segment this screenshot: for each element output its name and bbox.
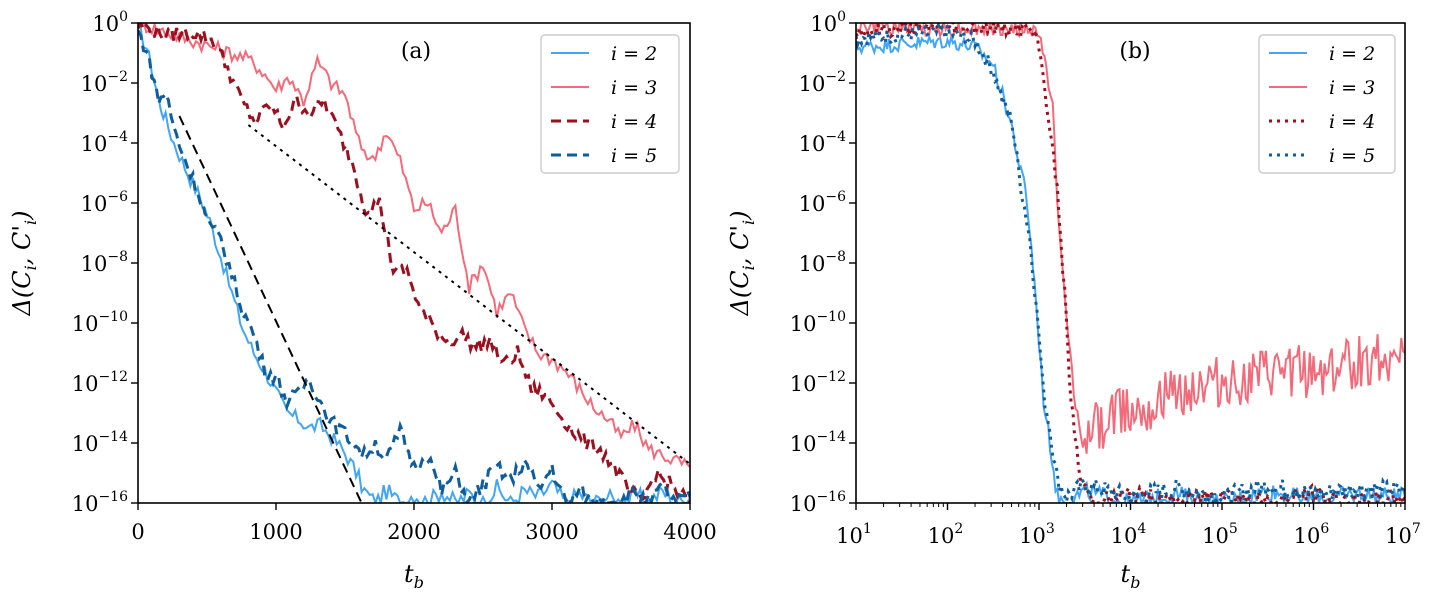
- y-tick-label: 10−8: [799, 249, 846, 276]
- x-tick-label: 103: [1019, 521, 1055, 548]
- legend-label: i = 3: [1329, 77, 1375, 99]
- x-tick-label: 107: [1385, 521, 1421, 548]
- x-axis-label: tb: [404, 560, 424, 592]
- series-line-i4: [138, 23, 690, 503]
- y-tick-label: 10−2: [81, 69, 128, 96]
- reference-line-dotted: [247, 124, 690, 465]
- y-tick-label: 10−12: [790, 369, 846, 396]
- panel-label: (a): [401, 39, 431, 64]
- y-tick-label: 10−10: [72, 309, 128, 336]
- plot-area: [138, 23, 690, 503]
- y-tick-label: 10−4: [81, 129, 128, 156]
- legend-label: i = 5: [1329, 145, 1375, 167]
- y-tick-label: 100: [810, 9, 846, 36]
- y-axis-label: Δ(Ci, C'i): [726, 211, 758, 317]
- legend-label: i = 4: [1329, 111, 1375, 133]
- legend-label: i = 2: [1329, 43, 1375, 65]
- panel-b: 10−16 10−14 10−12 10−10 10−8 10−6 10−4 10−2 100 1…: [726, 9, 1421, 592]
- x-axis-label: tb: [1121, 560, 1141, 592]
- series-line-i5: [138, 29, 690, 503]
- y-tick-label: 10−14: [790, 429, 846, 456]
- series-line-i2: [138, 23, 690, 503]
- panel-a: 10−1610−1410−1210−1010−810−610−410−21000…: [8, 9, 717, 592]
- series-line-i5: [856, 23, 1405, 503]
- x-tick-label: 106: [1294, 521, 1330, 548]
- legend-label: i = 2: [611, 43, 657, 65]
- x-tick-label: 105: [1202, 521, 1238, 548]
- legend-label: i = 3: [611, 77, 657, 99]
- y-tick-label: 10−4: [799, 129, 846, 156]
- x-tick-label: 0: [131, 520, 144, 544]
- y-tick-label: 10−10: [790, 309, 846, 336]
- x-tick-label: 102: [928, 521, 964, 548]
- y-tick-label: 10−2: [799, 69, 846, 96]
- x-tick-label: 4000: [663, 520, 716, 544]
- legend-label: i = 5: [611, 145, 657, 167]
- panel-label: (b): [1119, 39, 1150, 64]
- y-tick-label: 10−16: [72, 489, 128, 516]
- x-tick-label: 101: [836, 521, 872, 548]
- y-tick-label: 10−6: [799, 189, 846, 216]
- x-tick-label: 2000: [387, 520, 440, 544]
- y-tick-label: 10−6: [81, 189, 128, 216]
- y-tick-label: 10−8: [81, 249, 128, 276]
- y-tick-label: 100: [92, 9, 128, 36]
- x-tick-label: 3000: [525, 520, 578, 544]
- reference-line-dashed: [178, 115, 363, 503]
- y-tick-label: 10−16: [790, 489, 846, 516]
- y-axis-label: Δ(Ci, C'i): [8, 211, 40, 317]
- y-tick-label: 10−14: [72, 429, 128, 456]
- x-tick-label: 1000: [249, 520, 302, 544]
- plot-area: [856, 23, 1405, 503]
- x-tick-label: 104: [1111, 521, 1147, 548]
- legend-label: i = 4: [611, 111, 657, 133]
- series-line-i3: [138, 23, 690, 468]
- legend-box: [1258, 34, 1396, 174]
- y-tick-label: 10−12: [72, 369, 128, 396]
- legend-box: [540, 34, 680, 174]
